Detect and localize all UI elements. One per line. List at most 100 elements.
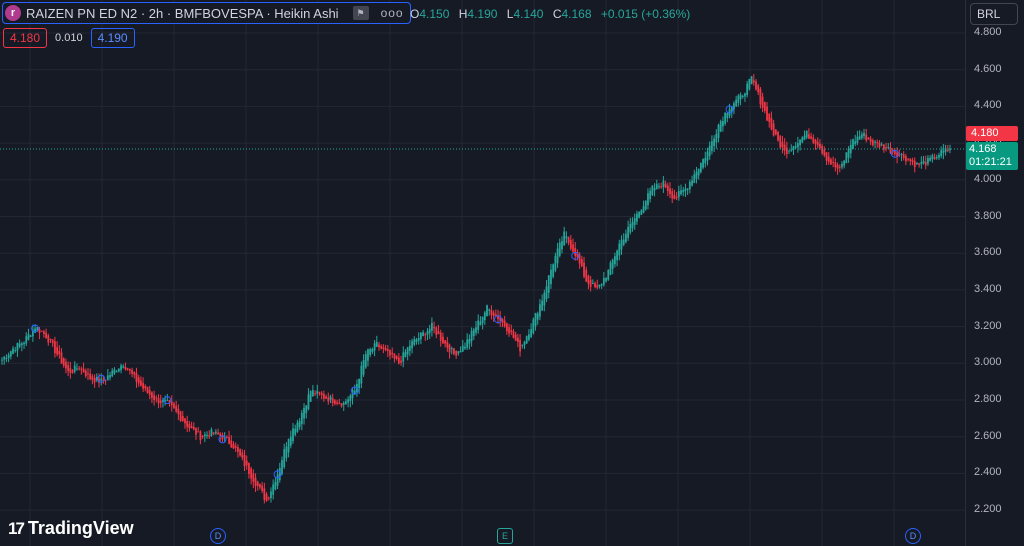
- candle-body: [45, 332, 47, 339]
- candle-body: [80, 368, 83, 370]
- candle-body: [307, 394, 310, 410]
- candle-body: [673, 194, 676, 200]
- candle-body: [735, 99, 738, 107]
- candle-body: [245, 460, 248, 466]
- candle-body: [369, 349, 372, 355]
- sell-button[interactable]: 4.180: [3, 28, 48, 48]
- candle-body: [230, 440, 233, 448]
- candle-body: [607, 269, 610, 280]
- candle-body: [100, 378, 103, 381]
- candle-body: [256, 481, 259, 486]
- candle-body: [170, 401, 173, 406]
- candle-body: [949, 148, 951, 151]
- candle-body: [682, 189, 685, 193]
- candle-body: [464, 346, 466, 349]
- candle-body: [893, 151, 896, 154]
- candle-body: [329, 396, 332, 400]
- tradingview-logo[interactable]: 17 TradingView: [8, 518, 134, 539]
- dividend-event-marker[interactable]: D: [905, 528, 921, 544]
- candle-body: [938, 154, 940, 158]
- candle-body: [62, 358, 65, 366]
- candle-body: [27, 334, 30, 340]
- candle-body: [675, 197, 678, 199]
- candle-body: [351, 390, 354, 399]
- candle-body: [65, 361, 67, 369]
- tradingview-logo-text: TradingView: [27, 518, 134, 538]
- ohlc-high-label: H: [458, 7, 468, 21]
- more-options-icon[interactable]: ooo: [380, 6, 404, 20]
- candle-body: [287, 439, 290, 453]
- candle-body: [695, 171, 698, 179]
- candle-body: [730, 105, 733, 113]
- candle-body: [483, 312, 486, 321]
- candle-body: [239, 449, 242, 456]
- candle-body: [263, 488, 266, 500]
- candle-body: [649, 190, 652, 200]
- candle-body: [902, 154, 905, 158]
- flag-icon[interactable]: ⚑: [352, 6, 369, 20]
- price-axis[interactable]: 4.8004.6004.4004.2004.0003.8003.6003.400…: [965, 0, 1024, 546]
- price-chart[interactable]: [0, 0, 965, 546]
- price-axis-label: 3.000: [974, 356, 1002, 369]
- candle-body: [706, 151, 709, 161]
- candle-body: [177, 408, 180, 415]
- candle-body: [726, 112, 729, 119]
- candle-body: [882, 144, 885, 150]
- candle-body: [431, 322, 433, 331]
- candle-body: [406, 347, 409, 355]
- price-axis-label: 2.400: [974, 466, 1002, 479]
- candle-body: [234, 446, 237, 448]
- candle-body: [320, 392, 323, 396]
- candle-body: [360, 365, 363, 384]
- candle-body: [446, 341, 449, 348]
- candle-body: [636, 213, 638, 222]
- candle-body: [42, 331, 45, 334]
- candle-body: [691, 180, 693, 186]
- candle-body: [847, 148, 850, 158]
- candle-body: [40, 330, 43, 332]
- candle-body: [486, 305, 488, 317]
- price-axis-label: 3.200: [974, 319, 1002, 332]
- candle-body: [111, 370, 114, 377]
- candle-body: [490, 310, 493, 315]
- candle-body: [863, 133, 865, 137]
- candle-body: [810, 136, 813, 139]
- candle-body: [342, 402, 345, 405]
- candle-body: [73, 365, 76, 372]
- candle-body: [347, 399, 350, 403]
- candle-body: [20, 343, 23, 346]
- candle-body: [905, 156, 907, 162]
- earnings-event-marker[interactable]: E: [497, 528, 513, 544]
- candle-body: [836, 164, 839, 169]
- candle-body: [36, 327, 39, 331]
- candle-body: [109, 374, 111, 378]
- candle-body: [98, 378, 100, 383]
- candle-body: [477, 320, 480, 331]
- symbol-info-bar[interactable]: r RAIZEN PN ED N2 · 2h · BMFBOVESPA · He…: [2, 2, 411, 24]
- candle-body: [834, 162, 837, 168]
- candle-body: [880, 144, 883, 146]
- candle-body: [750, 76, 753, 85]
- candle-body: [589, 279, 592, 287]
- candle-body: [137, 377, 140, 384]
- candle-body: [16, 342, 19, 351]
- candle-body: [439, 332, 442, 341]
- candle-body: [625, 233, 627, 243]
- candle-body: [358, 378, 361, 389]
- symbol-title[interactable]: RAIZEN PN ED N2 · 2h · BMFBOVESPA · Heik…: [26, 5, 339, 21]
- candle-body: [578, 254, 581, 264]
- candle-body: [49, 339, 52, 341]
- candle-body: [71, 370, 74, 373]
- candle-body: [34, 328, 36, 333]
- dividend-event-marker[interactable]: D: [210, 528, 226, 544]
- currency-selector[interactable]: BRL: [970, 3, 1018, 25]
- candle-body: [219, 433, 222, 437]
- candle-body: [393, 353, 396, 359]
- candle-body: [272, 484, 275, 495]
- candle-body: [512, 331, 515, 338]
- buy-button[interactable]: 4.190: [90, 28, 135, 48]
- chart-event-dot: [494, 315, 503, 324]
- candle-body: [349, 395, 352, 401]
- candle-body: [944, 148, 947, 152]
- candle-body: [565, 236, 568, 239]
